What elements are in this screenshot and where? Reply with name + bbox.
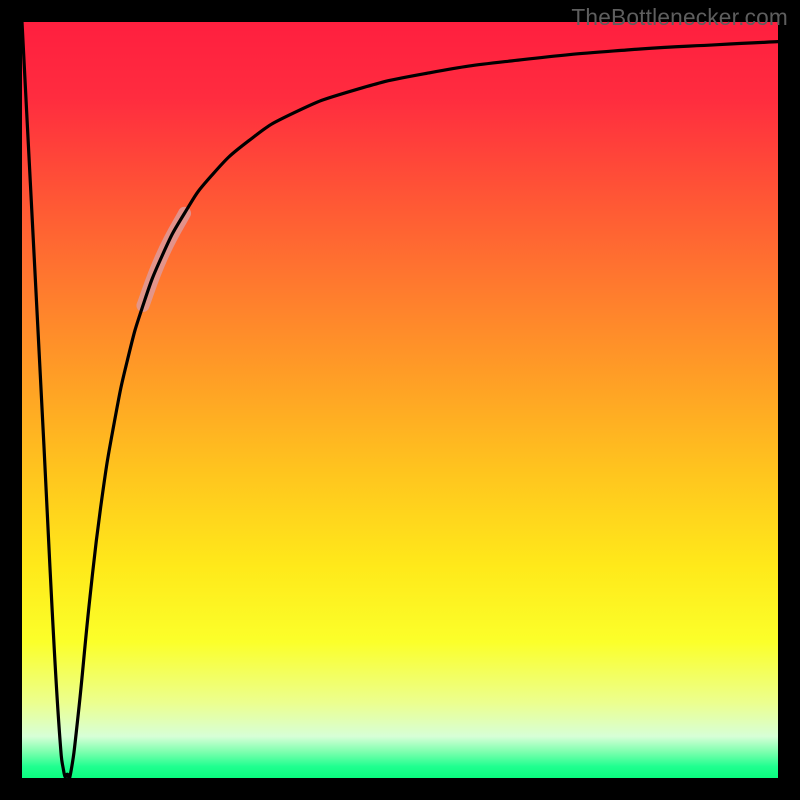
watermark-text: TheBottlenecker.com	[571, 4, 788, 31]
frame: TheBottlenecker.com	[0, 0, 800, 800]
bottleneck-curve	[22, 22, 778, 778]
plot-area	[22, 22, 778, 778]
bottleneck-curve-path	[22, 22, 778, 778]
